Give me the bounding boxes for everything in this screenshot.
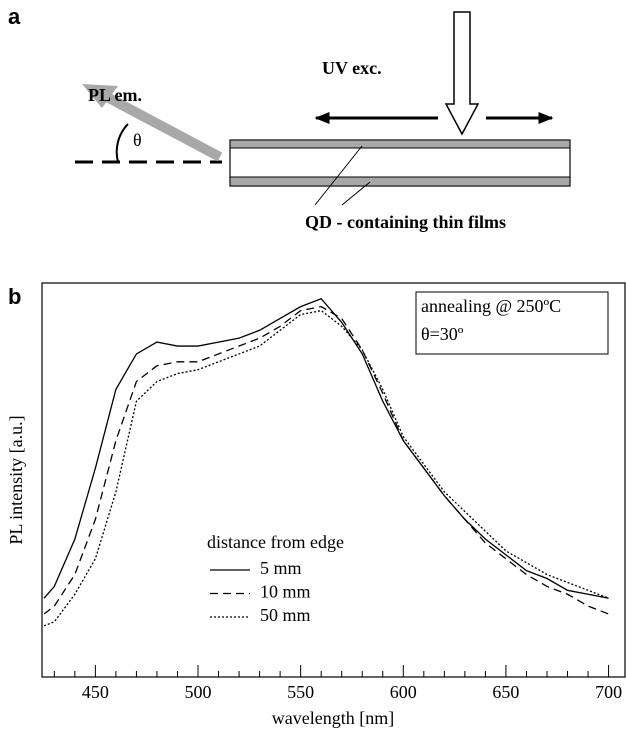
annotation: θ=30º bbox=[421, 324, 464, 344]
x-axis-label: wavelength [nm] bbox=[272, 708, 394, 728]
x-tick-label: 600 bbox=[390, 682, 417, 702]
panel-label: b bbox=[8, 284, 21, 309]
panel-a: a θ PL em. UV exc. QD - containing thin … bbox=[8, 4, 571, 232]
leader-line bbox=[314, 145, 363, 206]
plot-frame bbox=[41, 282, 626, 678]
emission-head bbox=[82, 84, 118, 108]
panel-b: b wavelength [nm] PL intensity [a.u.] 45… bbox=[6, 282, 626, 728]
thin-film bbox=[229, 139, 571, 149]
leader-line bbox=[341, 181, 371, 206]
legend-label: 50 mm bbox=[260, 605, 311, 625]
annotation: annealing @ 250ºC bbox=[421, 296, 561, 316]
legend-label: 10 mm bbox=[260, 582, 311, 602]
film-label: QD - containing thin films bbox=[305, 212, 506, 232]
excitation-label: UV exc. bbox=[322, 58, 382, 78]
x-tick-label: 550 bbox=[287, 682, 314, 702]
angle-arc bbox=[115, 123, 129, 163]
legend-label: 5 mm bbox=[260, 558, 302, 578]
emission-label: PL em. bbox=[88, 85, 142, 105]
panel-label: a bbox=[8, 4, 21, 29]
series-line bbox=[43, 305, 609, 615]
y-axis-label: PL intensity [a.u.] bbox=[6, 415, 26, 544]
uv-arrow bbox=[444, 11, 480, 136]
legend-title: distance from edge bbox=[207, 532, 344, 552]
x-tick-label: 650 bbox=[492, 682, 519, 702]
emission-shaft bbox=[102, 91, 223, 162]
x-tick-label: 700 bbox=[595, 682, 622, 702]
series-line bbox=[43, 309, 609, 627]
thin-film bbox=[229, 176, 571, 187]
series-line bbox=[43, 297, 609, 599]
x-tick-label: 450 bbox=[82, 682, 109, 702]
x-tick-label: 500 bbox=[185, 682, 212, 702]
annotation-box bbox=[415, 291, 609, 355]
angle-label: θ bbox=[133, 130, 142, 150]
